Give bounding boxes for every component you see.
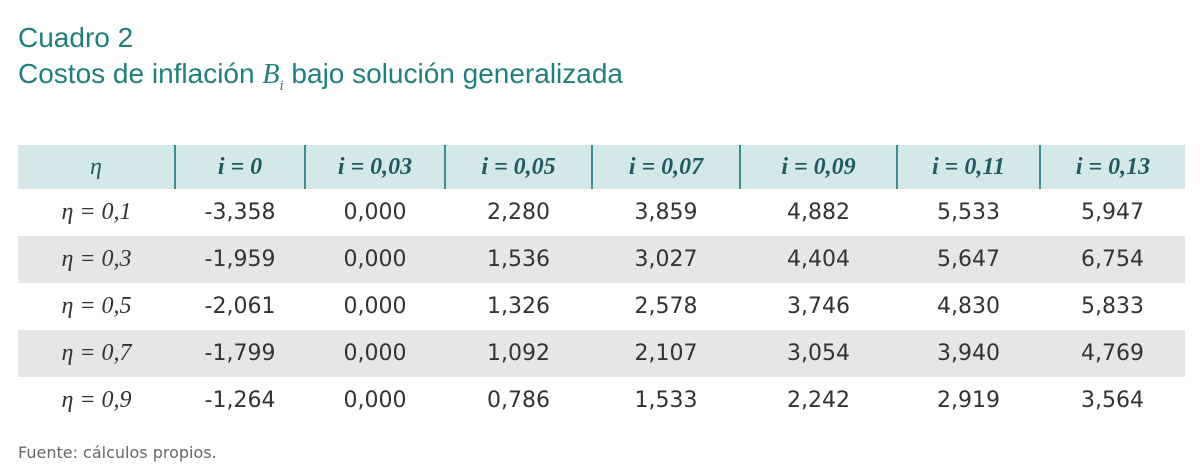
column-header: i = 0,09 <box>739 145 897 189</box>
cell: 5,647 <box>897 236 1040 283</box>
cell: 4,882 <box>787 200 850 225</box>
cell: 0,000 <box>305 236 445 283</box>
column-header: i = 0,13 <box>1039 145 1185 189</box>
cell: 0,000 <box>343 388 407 413</box>
cell: -1,264 <box>204 388 276 413</box>
cell: 0,000 <box>305 330 445 377</box>
column-header: i = 0,11 <box>896 145 1040 189</box>
cell: -2,061 <box>204 294 276 319</box>
subtitle: Costos de inflación Bi bajo solución gen… <box>18 56 623 104</box>
cell: 0,000 <box>343 294 407 319</box>
cell: 5,533 <box>937 200 1000 225</box>
source: Fuente: cálculos propios. <box>18 443 217 462</box>
cell: 3,564 <box>1081 388 1144 413</box>
title-block: Cuadro 2 Costos de inflación Bi bajo sol… <box>18 20 623 104</box>
cell: 0,786 <box>487 388 550 413</box>
cell: 5,947 <box>1081 200 1144 225</box>
cell: 2,578 <box>634 294 698 319</box>
cell: 3,859 <box>634 200 698 225</box>
cell: 1,326 <box>487 294 550 319</box>
cell: 1,536 <box>445 236 592 283</box>
column-header: i = 0,05 <box>444 145 592 189</box>
table-row: η = 0,7 -1,799 0,000 1,092 2,107 3,054 3,940 4,… <box>18 330 1185 377</box>
title: Cuadro 2 <box>18 22 134 53</box>
cell: 2,280 <box>487 200 550 225</box>
cell: 3,940 <box>897 330 1040 377</box>
cell: 2,242 <box>787 388 850 413</box>
cell: 0,000 <box>343 200 407 225</box>
cell: 6,754 <box>1040 236 1185 283</box>
cell: 5,833 <box>1081 294 1144 319</box>
cell: 1,533 <box>634 388 698 413</box>
column-header: i = 0 <box>174 145 305 189</box>
table-row: η = 0,9 -1,264 0,000 0,786 1,533 2,242 2,919 3,… <box>18 377 1185 424</box>
row-label: η = 0,9 <box>61 387 132 413</box>
row-label: η = 0,1 <box>61 199 132 225</box>
cell: 3,746 <box>787 294 850 319</box>
column-header: i = 0,03 <box>304 145 445 189</box>
subscript: i <box>279 77 284 94</box>
cell: 3,054 <box>740 330 897 377</box>
table-row: η = 0,1 -3,358 0,000 2,280 3,859 4,882 5,533 5,… <box>18 189 1185 236</box>
table-row: η = 0,3 -1,959 0,000 1,536 3,027 4,404 5,647 6,… <box>18 236 1185 283</box>
cell: 2,919 <box>937 388 1000 413</box>
subtitle-text: Costos de inflación <box>18 58 263 89</box>
row-label: η = 0,7 <box>18 330 175 377</box>
cell: 4,769 <box>1040 330 1185 377</box>
symbol: B <box>262 59 280 90</box>
table-row: η = 0,5 -2,061 0,000 1,326 2,578 3,746 4,830 5,… <box>18 283 1185 330</box>
cell: 1,092 <box>445 330 592 377</box>
subtitle-text: bajo solución generalizada <box>283 58 623 89</box>
cell: -1,799 <box>175 330 305 377</box>
column-header: i = 0,07 <box>591 145 740 189</box>
cell: 4,404 <box>740 236 897 283</box>
cell: -3,358 <box>204 200 276 225</box>
row-label: η = 0,3 <box>18 236 175 283</box>
row-label: η = 0,5 <box>61 293 132 319</box>
cell: 4,830 <box>937 294 1000 319</box>
cell: 3,027 <box>592 236 740 283</box>
cell: 2,107 <box>592 330 740 377</box>
column-header: η <box>18 145 175 189</box>
cell: -1,959 <box>175 236 305 283</box>
